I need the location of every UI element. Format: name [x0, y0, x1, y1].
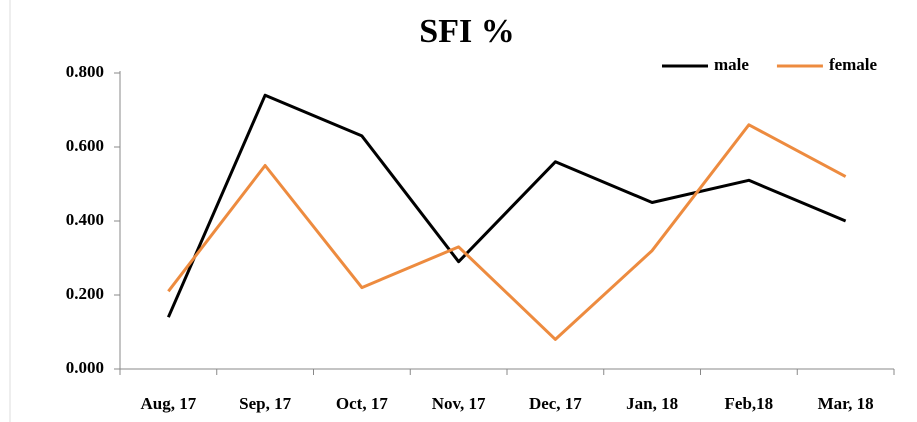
y-tick-label: 0.000 [66, 358, 104, 377]
y-tick-label: 0.600 [66, 136, 104, 155]
x-tick-label: Jan, 18 [626, 394, 678, 413]
legend-label: female [829, 55, 878, 74]
x-tick-label: Oct, 17 [336, 394, 388, 413]
x-tick-label: Nov, 17 [432, 394, 486, 413]
x-tick-label: Feb,18 [725, 394, 774, 413]
y-tick-label: 0.200 [66, 284, 104, 303]
x-tick-label: Mar, 18 [818, 394, 874, 413]
y-tick-label: 0.800 [66, 62, 104, 81]
x-tick-label: Dec, 17 [529, 394, 582, 413]
series-line [167, 123, 847, 341]
x-tick-label: Aug, 17 [141, 394, 197, 413]
chart-title: SFI % [419, 13, 514, 50]
legend-label: male [714, 55, 749, 74]
series-line [166, 93, 847, 318]
x-tick-label: Sep, 17 [239, 394, 291, 413]
y-tick-label: 0.400 [66, 210, 104, 229]
